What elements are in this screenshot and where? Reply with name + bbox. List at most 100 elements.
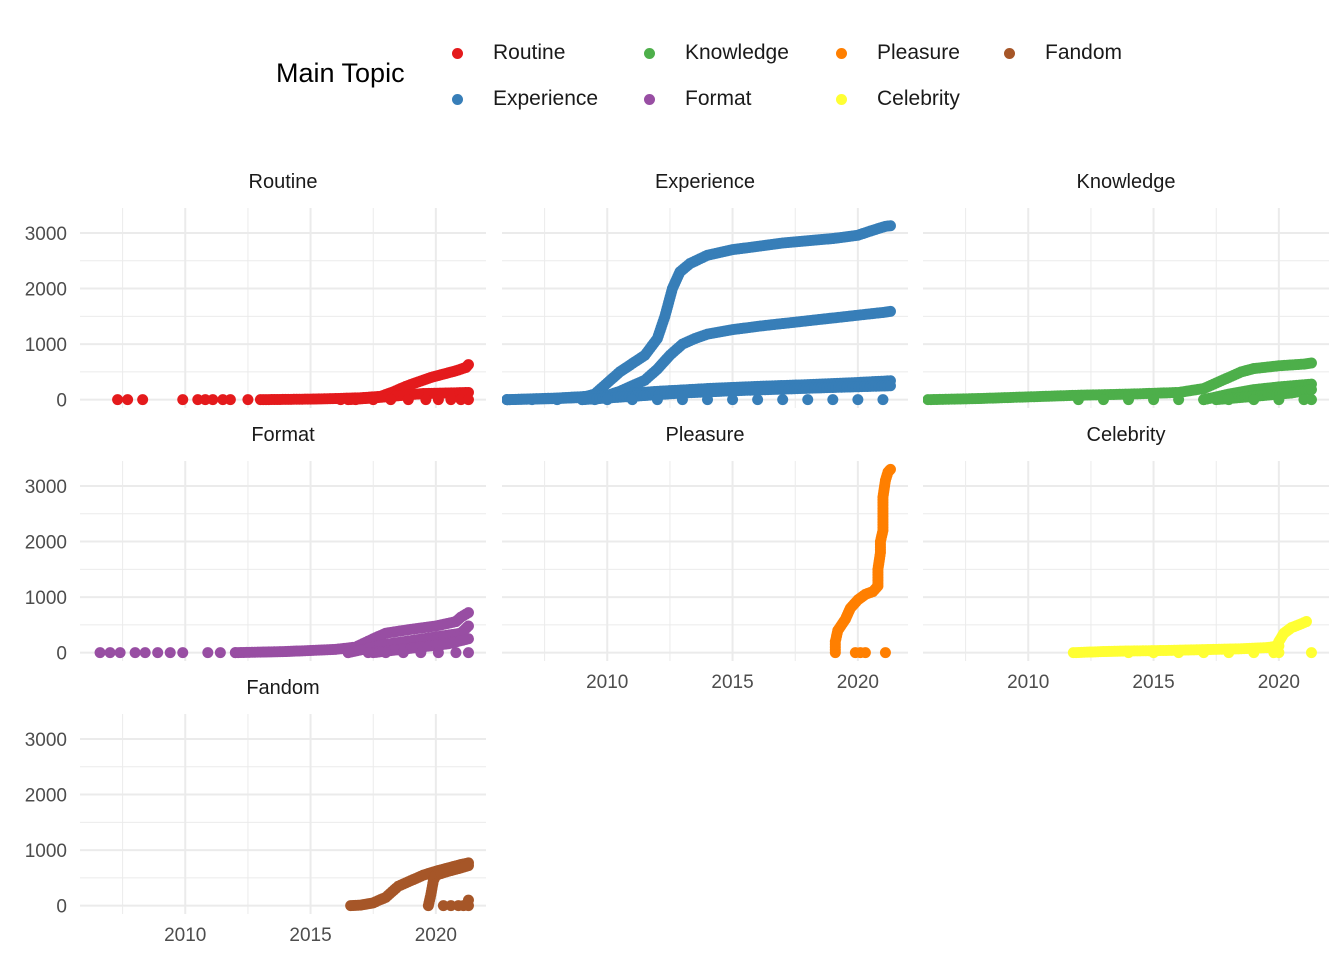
data-point-format [129, 647, 141, 659]
data-point-fandom [462, 894, 474, 906]
data-point-format [362, 647, 374, 659]
data-point-format [462, 633, 474, 645]
legend-key-experience [452, 93, 463, 105]
data-point-format [450, 647, 462, 659]
data-point-celebrity [1248, 647, 1260, 659]
y-tick-label: 2000 [25, 280, 67, 301]
legend-item-pleasure: Pleasure [836, 38, 960, 68]
data-point-experience [852, 394, 864, 406]
panel-data-pleasure [829, 463, 896, 659]
data-point-routine [385, 394, 397, 406]
data-point-celebrity [1273, 647, 1285, 659]
data-point-experience [626, 394, 638, 406]
x-tick-label: 2010 [1007, 672, 1049, 693]
panel-title-knowledge: Knowledge [1077, 171, 1176, 193]
data-point-routine [432, 394, 444, 406]
y-tick-label: 0 [56, 644, 67, 665]
data-point-routine [445, 394, 457, 406]
data-point-experience [827, 394, 839, 406]
legend-key-format [644, 93, 655, 105]
x-tick-label: 2020 [415, 925, 457, 946]
data-point-routine [177, 394, 189, 406]
y-tick-label: 2000 [25, 786, 67, 807]
data-point-format [342, 647, 354, 659]
panel-data-routine [112, 359, 474, 406]
data-point-routine [462, 359, 474, 371]
y-tick-label: 3000 [25, 730, 67, 751]
panel-title-celebrity: Celebrity [1087, 424, 1166, 446]
legend-item-routine: Routine [452, 38, 565, 68]
data-point-routine [207, 394, 219, 406]
legend-key-routine [452, 47, 463, 59]
data-point-experience [727, 394, 739, 406]
data-point-knowledge [1173, 394, 1185, 406]
data-point-celebrity [1173, 647, 1185, 659]
data-point-experience [676, 394, 688, 406]
data-point-format [139, 647, 151, 659]
data-point-experience [576, 394, 588, 406]
data-point-routine [402, 394, 414, 406]
x-tick-label: 2015 [711, 672, 753, 693]
data-point-knowledge [1305, 357, 1317, 369]
panel-celebrity: Celebrity 2010 2015 2020 [923, 424, 1329, 693]
data-point-routine [199, 394, 211, 406]
legend-key-pleasure [836, 47, 847, 59]
data-point-format [432, 647, 444, 659]
data-point-pleasure [859, 647, 871, 659]
data-point-routine [224, 394, 236, 406]
data-point-format [114, 647, 126, 659]
data-point-experience [777, 394, 789, 406]
panel-title-format: Format [251, 424, 315, 446]
legend-label-routine: Routine [493, 41, 566, 64]
y-tick-label: 1000 [25, 588, 67, 609]
x-tick-label: 2015 [1132, 672, 1174, 693]
data-point-experience [884, 380, 896, 392]
legend-item-celebrity: Celebrity [836, 84, 960, 114]
panel-title-experience: Experience [655, 171, 755, 193]
y-tick-label: 3000 [25, 477, 67, 498]
data-point-format [202, 647, 214, 659]
data-point-routine [367, 394, 379, 406]
legend-key-knowledge [644, 47, 655, 59]
panel-title-fandom: Fandom [246, 677, 319, 699]
legend-title: Main Topic [276, 58, 405, 88]
data-point-routine [192, 394, 204, 406]
data-point-experience [802, 394, 814, 406]
data-point-celebrity [1223, 647, 1235, 659]
legend-label-experience: Experience [493, 87, 599, 110]
data-point-knowledge [1305, 394, 1317, 406]
legend-item-format: Format [644, 84, 752, 114]
data-point-celebrity [1198, 647, 1210, 659]
data-point-experience [752, 394, 764, 406]
panel-data-fandom [345, 857, 474, 912]
data-point-routine [122, 394, 134, 406]
legend-item-fandom: Fandom [1004, 38, 1122, 68]
data-point-routine [455, 394, 467, 406]
x-tick-label: 2020 [837, 672, 879, 693]
data-point-routine [350, 394, 362, 406]
data-point-experience [651, 394, 663, 406]
data-point-celebrity [1123, 647, 1135, 659]
data-point-routine [242, 394, 254, 406]
panel-experience: Experience [502, 171, 908, 408]
data-point-knowledge [1198, 394, 1210, 406]
data-point-knowledge [1097, 394, 1109, 406]
data-point-experience [526, 394, 538, 406]
y-tick-label: 2000 [25, 533, 67, 554]
data-point-format [462, 647, 474, 659]
x-tick-label: 2020 [1258, 672, 1300, 693]
legend-item-knowledge: Knowledge [644, 38, 789, 68]
data-point-fandom [462, 860, 474, 872]
legend-label-knowledge: Knowledge [685, 41, 789, 64]
data-point-routine [462, 394, 474, 406]
legend-label-pleasure: Pleasure [877, 41, 960, 64]
data-point-celebrity [1305, 647, 1317, 659]
data-point-experience [551, 394, 563, 406]
data-point-knowledge [1123, 394, 1135, 406]
data-point-knowledge [1248, 394, 1260, 406]
data-point-experience [877, 394, 889, 406]
y-tick-label: 0 [56, 897, 67, 918]
y-tick-label: 1000 [25, 841, 67, 862]
data-point-experience [702, 394, 714, 406]
